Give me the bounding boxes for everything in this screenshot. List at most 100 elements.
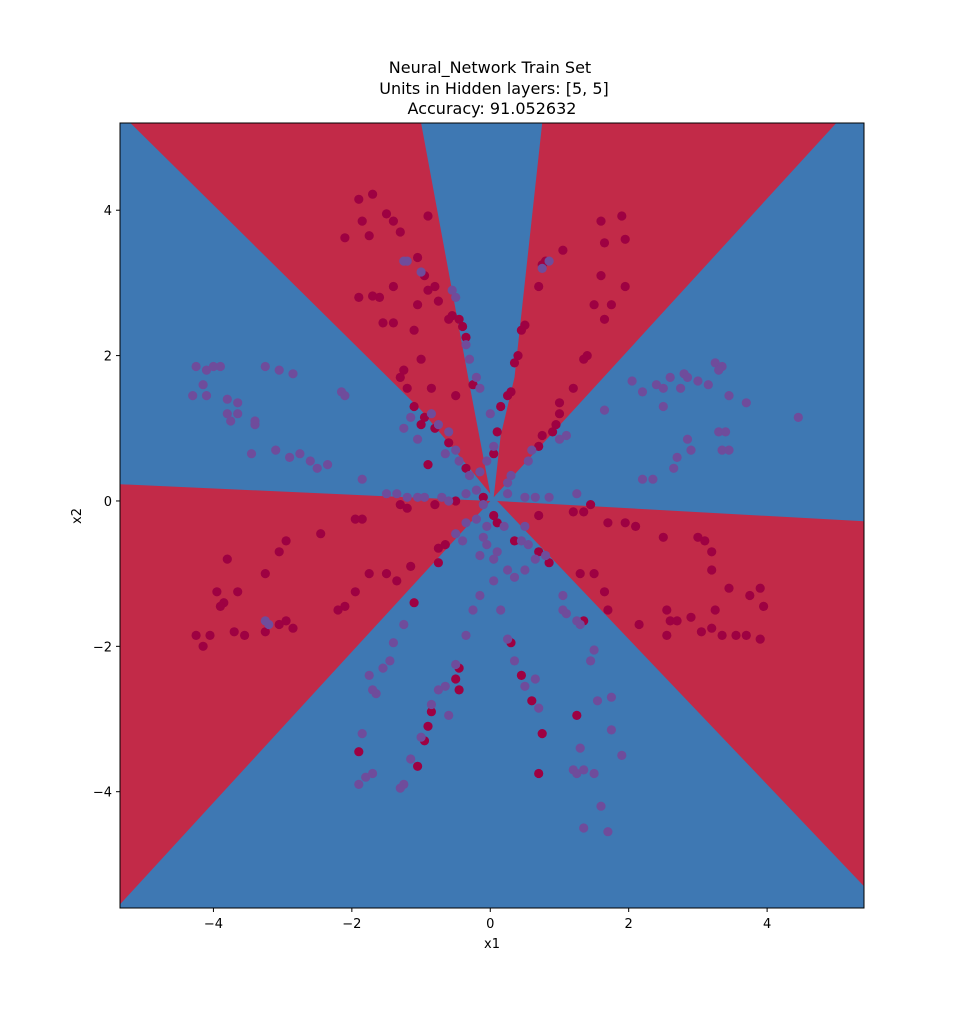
data-point-red: [357, 216, 367, 226]
data-point-red: [516, 670, 527, 681]
data-point-blue: [461, 630, 471, 641]
data-point-red: [568, 383, 578, 393]
decision-regions: [120, 123, 864, 905]
data-point-blue: [589, 768, 599, 779]
data-point-red: [433, 543, 443, 553]
data-point-red: [707, 565, 717, 575]
data-point-red: [596, 216, 606, 226]
data-point-red: [603, 605, 613, 615]
data-point-blue: [682, 434, 693, 444]
data-point-blue: [471, 485, 481, 495]
data-point-blue: [201, 391, 212, 401]
data-point-red: [606, 300, 617, 310]
data-point-blue: [419, 492, 430, 502]
data-point-blue: [503, 489, 513, 499]
data-point-red: [260, 627, 270, 637]
data-point-blue: [368, 685, 378, 695]
data-point-blue: [534, 703, 544, 713]
data-point-red: [413, 761, 423, 771]
data-point-blue: [475, 467, 485, 477]
data-point-red: [537, 430, 547, 441]
data-point-red: [513, 351, 523, 361]
data-point-red: [340, 233, 350, 243]
data-point-blue: [388, 638, 398, 648]
data-point-red: [364, 231, 374, 241]
x-tick-label: 4: [763, 917, 771, 932]
x-axis-ticks: −4 −2 0 2 4: [204, 908, 771, 932]
data-point-red: [509, 358, 520, 368]
data-point-blue: [489, 576, 499, 586]
data-point-blue: [530, 492, 540, 502]
title-line-2: Units in Hidden layers: [5, 5]: [379, 79, 609, 98]
data-point-blue: [561, 430, 572, 441]
data-point-red: [198, 641, 208, 651]
data-point-blue: [416, 732, 426, 742]
data-point-blue: [274, 365, 284, 375]
data-point-red: [707, 623, 717, 633]
data-point-blue: [288, 369, 298, 379]
plot-frame: [119, 122, 865, 909]
data-point-blue: [520, 492, 530, 502]
data-point-red: [707, 547, 717, 557]
data-point-blue: [485, 409, 495, 419]
data-point-red: [205, 630, 215, 641]
data-point-red: [357, 514, 367, 524]
data-point-blue: [579, 765, 589, 775]
data-point-blue: [530, 674, 540, 684]
data-point-red: [402, 383, 412, 393]
data-point-blue: [385, 656, 395, 666]
data-point-blue: [233, 409, 243, 419]
data-point-blue: [454, 456, 464, 466]
data-point-red: [620, 234, 630, 244]
data-point-blue: [260, 616, 270, 626]
data-point-blue: [520, 565, 530, 575]
data-point-red: [489, 449, 499, 459]
data-point-blue: [378, 663, 388, 673]
data-point-blue: [561, 609, 572, 619]
data-point-red: [731, 630, 741, 641]
data-point-red: [509, 536, 520, 546]
data-point-red: [662, 605, 672, 615]
data-point-blue: [589, 645, 599, 655]
data-point-blue: [395, 783, 405, 793]
data-point-blue: [489, 441, 499, 451]
data-point-blue: [305, 456, 315, 466]
data-point-red: [554, 409, 565, 419]
data-point-red: [416, 420, 426, 430]
data-point-blue: [475, 550, 485, 561]
data-point-blue: [599, 405, 610, 415]
data-point-red: [620, 281, 630, 292]
data-point-blue: [440, 681, 450, 691]
title-line-1: Neural_Network Train Set: [389, 58, 591, 78]
data-point-blue: [461, 340, 471, 350]
data-point-blue: [482, 456, 492, 466]
data-point-blue: [509, 656, 520, 666]
data-point-blue: [458, 536, 468, 546]
data-point-red: [350, 587, 360, 597]
data-point-red: [534, 547, 544, 557]
data-point-red: [354, 292, 364, 302]
data-point-blue: [721, 427, 731, 437]
data-point-red: [340, 601, 350, 612]
data-point-red: [544, 558, 554, 568]
data-point-blue: [188, 391, 198, 401]
data-point-red: [402, 503, 412, 513]
data-point-blue: [572, 768, 582, 779]
data-point-red: [433, 558, 443, 568]
data-point-blue: [201, 365, 212, 375]
data-point-red: [534, 441, 544, 451]
data-point-blue: [520, 521, 530, 532]
data-point-blue: [413, 434, 423, 444]
data-point-red: [416, 354, 426, 364]
data-point-blue: [606, 725, 617, 735]
data-point-blue: [399, 423, 409, 433]
data-point-blue: [440, 449, 450, 459]
data-point-blue: [523, 456, 533, 466]
plot-area: [120, 123, 864, 908]
y-tick-label: 4: [104, 204, 112, 219]
data-point-red: [419, 412, 430, 422]
data-point-blue: [503, 565, 513, 575]
data-point-blue: [541, 550, 551, 561]
data-point-blue: [226, 416, 236, 426]
data-point-red: [724, 583, 734, 593]
